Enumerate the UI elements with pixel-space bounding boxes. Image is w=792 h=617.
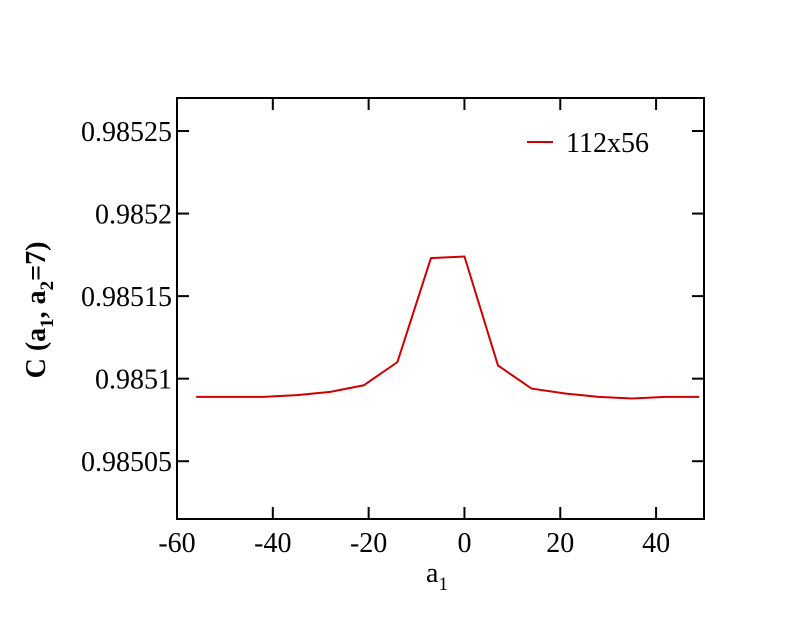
y-label-part: =7): [21, 242, 52, 281]
x-tick-label: 0: [457, 528, 471, 559]
y-label-sub: 1: [37, 318, 58, 328]
y-tick-label: 0.98525: [81, 117, 172, 148]
data-line: [196, 255, 700, 400]
y-label-sub: 2: [37, 281, 58, 291]
x-tick-label: -40: [254, 528, 291, 559]
y-label-part: C (a: [21, 328, 52, 379]
x-tick-label: 20: [546, 528, 574, 559]
y-tick-label: 0.98515: [81, 282, 172, 313]
x-tick-label: -20: [350, 528, 387, 559]
plot-frame: [176, 97, 705, 520]
legend-label: 112x56: [566, 128, 649, 159]
y-tick-label: 0.98505: [81, 447, 172, 478]
y-tick-label: 0.9851: [95, 365, 172, 396]
x-label-sub: 1: [438, 574, 448, 595]
y-label-part: , a: [21, 290, 52, 318]
y-tick-label: 0.9852: [95, 200, 172, 231]
x-tick-label: -60: [158, 528, 195, 559]
y-axis-label: C (a1, a2=7): [21, 242, 58, 379]
x-tick-label: 40: [642, 528, 670, 559]
x-axis-label: a1: [426, 558, 448, 595]
x-label-part: a: [426, 558, 439, 589]
